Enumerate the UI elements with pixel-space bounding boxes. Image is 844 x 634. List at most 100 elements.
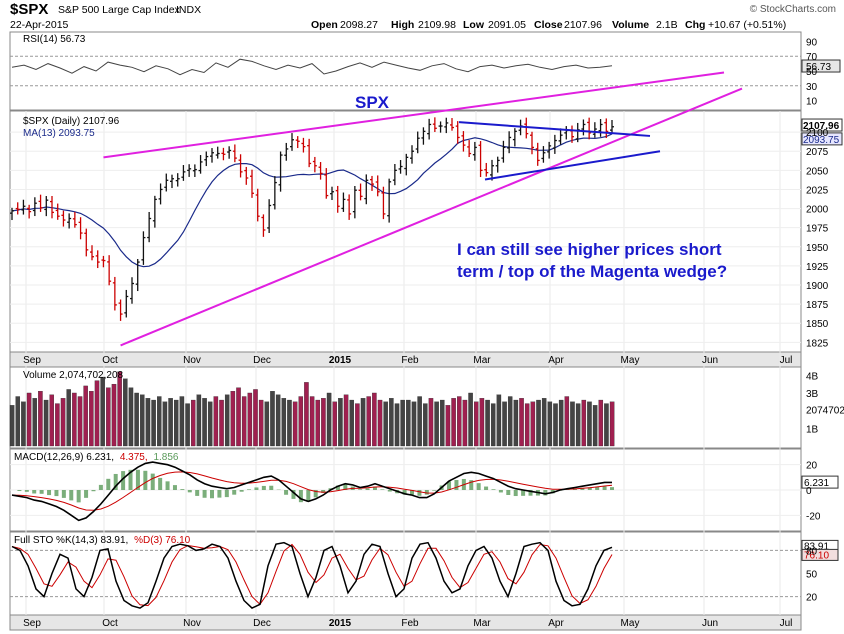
ohlc-bar	[467, 140, 472, 157]
volume-bar	[292, 401, 298, 447]
macd-hist-label: 1.856	[153, 452, 178, 463]
macd-histogram-bar	[402, 490, 407, 495]
ohlc-bar	[472, 141, 477, 161]
wedge-lower-line	[120, 87, 743, 347]
volume-bar	[219, 399, 224, 447]
macd-histogram-bar	[47, 490, 52, 496]
ohlc-bar	[341, 192, 346, 212]
ohlc-bar	[444, 117, 449, 134]
macd-histogram-bar	[521, 490, 526, 496]
ohlc-bar	[364, 174, 369, 205]
x-tick-label: Mar	[473, 355, 491, 366]
ohlc-bar	[175, 173, 180, 187]
ma-label: MA(13) 2093.75	[23, 128, 95, 139]
x-tick-label: Jun	[702, 618, 718, 629]
macd-main-label: MACD(12,26,9) 6.231,	[14, 452, 114, 463]
ohlc-bar	[530, 131, 534, 155]
chg-label: Chg	[685, 19, 705, 31]
macd-histogram-bar	[106, 478, 111, 490]
volume-bar	[581, 399, 587, 447]
ohlc-bar	[95, 250, 100, 269]
volume-bar	[383, 401, 388, 447]
macd-histogram-bar	[469, 480, 474, 490]
macd-last-box	[801, 475, 839, 489]
axis-labels: Sep Sep Oct Oct Nov Nov Dec Dec 2015 2015 Feb Feb Ma…	[23, 37, 844, 629]
volume-bar	[202, 398, 207, 447]
volume-bar	[32, 398, 37, 447]
rsi-tick-label: 10	[806, 97, 818, 108]
ohlc-bar	[284, 142, 289, 161]
ohlc-bar	[318, 162, 323, 180]
ohlc-bar	[358, 183, 363, 201]
ohlc-bar	[610, 119, 614, 135]
volume-bar	[445, 405, 451, 447]
macd-histogram-bar	[113, 473, 118, 490]
ohlc-bar	[112, 276, 117, 311]
volume-bar	[496, 394, 502, 447]
sto-k-label: Full STO %K(14,3) 83.91,	[14, 535, 128, 546]
macd-histogram-bar	[454, 480, 459, 490]
volume-tick-label: 3B	[806, 389, 819, 400]
volume-bar	[592, 405, 598, 447]
macd-layer: 6.231	[11, 461, 839, 522]
macd-histogram-bar	[76, 490, 81, 503]
volume-bar	[423, 403, 428, 447]
volume-bar	[179, 396, 185, 447]
ma-line	[11, 133, 613, 268]
volume-bar	[281, 398, 287, 447]
rsi-last-box	[801, 59, 841, 73]
sto-tick-label: 50	[806, 570, 818, 581]
macd-histogram-bar	[135, 469, 140, 490]
volume-bar	[502, 401, 507, 447]
volume-bar	[553, 403, 558, 447]
x-tick-label: Oct	[102, 618, 118, 629]
volume-bar	[598, 399, 604, 447]
volume-bar	[524, 403, 530, 447]
ohlc-bar	[55, 203, 60, 220]
macd-histogram-bar	[498, 490, 503, 493]
volume-bar	[224, 394, 230, 447]
volume-bar	[140, 394, 145, 447]
x-tick-label: Sep	[23, 618, 41, 629]
volume-bar	[411, 401, 417, 447]
ohlc-bar	[421, 127, 426, 145]
volume-bar	[440, 399, 445, 447]
chart-date: 22-Apr-2015	[10, 19, 69, 31]
price-tick-label: 1950	[806, 243, 829, 254]
macd-histogram-bar	[484, 486, 489, 490]
volume-bar	[490, 403, 496, 447]
ohlc-bar	[598, 119, 603, 137]
volume-bar	[309, 396, 315, 447]
volume-bar	[270, 391, 275, 447]
macd-histogram-bar	[121, 471, 126, 490]
chart-name: S&P 500 Large Cap Index	[58, 4, 181, 16]
macd-histogram-bar	[595, 486, 600, 490]
volume-bar	[609, 401, 615, 447]
triangle-lower-line	[484, 150, 661, 181]
volume-bar	[26, 392, 32, 447]
wedge-upper-line	[103, 71, 725, 159]
volume-bar	[174, 399, 179, 447]
ohlc-bar	[347, 194, 352, 220]
ohlc-bar	[335, 185, 340, 213]
price-tick-label: 1975	[806, 224, 829, 235]
rsi-label: RSI(14) 56.73	[23, 34, 86, 45]
macd-histogram-bar	[335, 485, 340, 490]
volume-bar	[128, 387, 134, 447]
ohlc-bar	[352, 185, 357, 219]
volume-bar	[287, 399, 292, 447]
ohlc-bar	[232, 144, 237, 163]
volume-bar	[355, 403, 360, 447]
macd-histogram-bar	[491, 489, 496, 490]
price-tick-label: 1875	[806, 300, 829, 311]
ohlc-summary: Open 2098.27 High 2109.98 Low 2091.05 Cl…	[311, 19, 786, 31]
volume-bar	[536, 399, 541, 447]
macd-histogram-bar	[247, 489, 252, 490]
ohlc-bar	[27, 204, 32, 219]
ohlc-bar	[118, 299, 123, 321]
chart-symbol: $SPX	[10, 1, 48, 18]
macd-histogram-bar	[365, 488, 370, 490]
macd-histogram-bar	[306, 490, 311, 502]
x-tick-label: Dec	[253, 618, 271, 629]
